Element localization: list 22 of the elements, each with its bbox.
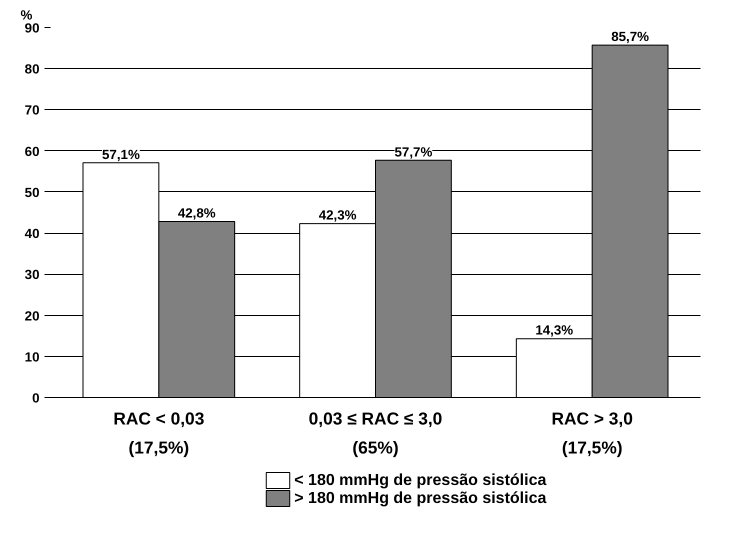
category-label: RAC > 3,0 (17,5%) [551, 408, 633, 458]
category-label: RAC < 0,03 (17,5%) [113, 408, 204, 458]
legend-label: < 180 mmHg de pressão sistólica [294, 472, 546, 489]
y-tick-label: 30 [24, 267, 40, 282]
data-label: 57,7% [394, 144, 432, 160]
y-tick-label: 0 [32, 390, 40, 406]
data-label: 42,3% [318, 208, 357, 223]
category-label: 0,03 ≤ RAC ≤ 3,0 (65%) [308, 408, 442, 458]
y-tick-label: 50 [24, 184, 40, 200]
data-label: 14,3% [535, 322, 574, 338]
y-tick-label: 80 [24, 62, 40, 77]
y-tick-label: 20 [24, 308, 40, 324]
y-tick-label: 90 [24, 20, 40, 36]
data-label: 85,7% [611, 29, 650, 44]
data-label: 57,1% [102, 146, 140, 162]
y-tick-label: 10 [24, 349, 40, 364]
data-label: 42,8% [178, 206, 216, 221]
y-tick-label: 70 [24, 102, 40, 118]
y-axis-title: % [20, 8, 32, 22]
legend-label: > 180 mmHg de pressão sistólica [294, 490, 546, 507]
y-tick-label: 40 [24, 226, 40, 242]
y-tick-label: 60 [24, 144, 40, 159]
